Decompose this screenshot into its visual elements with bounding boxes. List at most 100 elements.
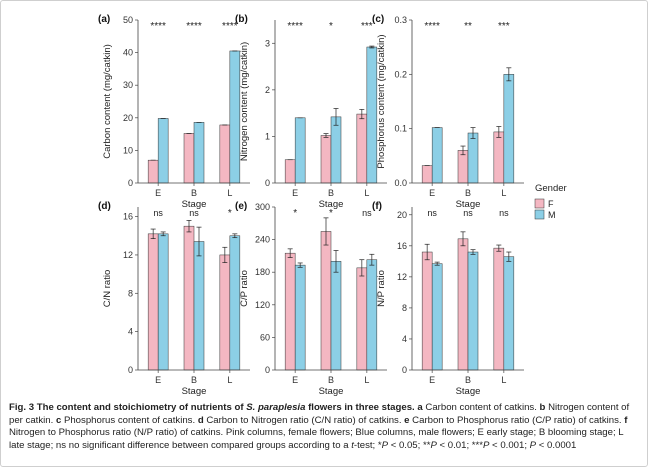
bar-f-E [421,165,433,184]
significance-label: ns [153,208,163,218]
x-tick-label: L [501,375,506,385]
caption-body-3: Phosphorus content of catkins. [61,414,198,426]
bar-m-B [193,241,205,371]
bar-f-E [147,233,159,371]
bar-f-B [183,133,195,184]
x-axis-title: Stage [182,386,207,397]
bar-m-B [330,116,342,184]
caption-p3: P [482,439,490,451]
caption-letter-a: a [417,402,423,413]
y-tick-label: 0.3 [394,15,407,25]
bar-f-L [219,124,231,184]
y-tick-label: 0 [128,178,133,188]
bar-f-E [284,252,296,371]
y-tick-label: 3 [265,38,270,48]
bar-f-L [356,267,368,371]
significance-label: **** [150,21,166,32]
significance-label: ns [189,208,199,218]
y-tick-label: 0.0 [394,178,407,188]
bar-f-B [457,150,469,184]
bar-m-B [193,122,205,184]
panel-a: (a) **** E **** B **** L 0 10 20 30 40 50 Stage Carbon… [98,14,250,210]
significance-label: ns [427,208,437,218]
significance-label: * [329,21,333,32]
y-tick-label: 180 [255,267,270,277]
panel-label: (f) [372,201,382,212]
y-tick-label: 12 [397,272,407,282]
caption-body-11: < 0.0001 [536,439,577,451]
x-tick-label: E [429,188,435,198]
bar-f-B [320,231,332,371]
caption-p4: P [529,439,537,451]
y-tick-label: 0 [265,365,270,375]
x-tick-label: B [328,375,334,385]
significance-label: *** [361,21,373,32]
significance-label: ns [463,208,473,218]
y-axis-title: N/P ratio [376,270,387,307]
bar-m-E [431,127,443,184]
y-axis-title: C/N ratio [102,270,113,307]
panel-f: (f) ns Ens Bns L 0 4 8 12 16 20 Stage N/P ratio [372,201,524,397]
bar-f-L [493,131,505,184]
x-axis-title: Stage [182,199,207,210]
y-tick-label: 4 [402,334,407,344]
y-tick-label: 0 [265,178,270,188]
y-tick-label: 120 [255,300,270,310]
caption-body-10: < 0.001; [489,439,530,451]
significance-label: * [228,208,232,219]
y-tick-label: 20 [123,113,133,123]
legend-label-m: M [548,210,556,220]
y-tick-label: 300 [255,202,270,212]
bar-f-B [457,238,469,371]
x-tick-label: B [465,188,471,198]
caption-title-start: The content and stoichiometry of nutrien… [36,402,247,413]
y-tick-label: 40 [123,48,133,58]
significance-label: ** [464,21,472,32]
caption-ttest: t [351,439,354,451]
bar-m-E [294,117,306,184]
y-tick-label: 1 [265,131,270,141]
y-axis-title: Carbon content (mg/catkin) [102,44,113,159]
caption-p1: P [381,439,389,451]
caption-letter-d: d [197,414,204,426]
y-tick-label: 12 [123,250,133,260]
significance-label: **** [222,21,238,32]
bar-f-L [493,247,505,371]
caption-fig-label: Fig. 3 [9,402,35,413]
legend-label-f: F [548,199,554,209]
x-tick-label: E [292,375,298,385]
panel-label: (a) [98,14,110,25]
y-tick-label: 60 [260,332,270,342]
panel-b: (b) **** E * B *** L 0 1 2 3 Stage Nitrogen content … [235,14,387,210]
x-tick-label: B [328,188,334,198]
caption-letter-c: c [55,414,62,426]
x-tick-label: L [364,375,369,385]
x-tick-label: L [501,188,506,198]
y-tick-label: 10 [123,145,133,155]
y-tick-label: 0.2 [394,69,407,79]
y-tick-label: 8 [128,288,133,298]
panel-label: (c) [372,14,384,25]
x-axis-title: Stage [319,386,344,397]
bar-m-B [467,132,479,184]
significance-label: * [293,208,297,219]
y-tick-label: 240 [255,235,270,245]
caption-body-5: Carbon to Phosphorus ratio (C/P ratio) o… [409,414,625,426]
x-tick-label: L [227,375,232,385]
x-tick-label: E [155,188,161,198]
x-axis-title: Stage [319,199,344,210]
bar-f-B [183,225,195,371]
caption-body-2: Nitrogen content of per catkin. [9,402,630,426]
y-tick-label: 4 [128,327,133,337]
y-tick-label: 20 [397,210,407,220]
x-tick-label: B [465,375,471,385]
bar-f-E [147,159,159,184]
panel-label: (b) [235,14,248,25]
caption-body-7: -test; * [353,439,382,451]
caption-p2: P [430,439,437,451]
bar-m-E [431,263,443,371]
y-tick-label: 0.1 [394,124,407,134]
caption-body-9: < 0.01; *** [436,439,483,451]
caption-letter-f: f [624,414,628,426]
